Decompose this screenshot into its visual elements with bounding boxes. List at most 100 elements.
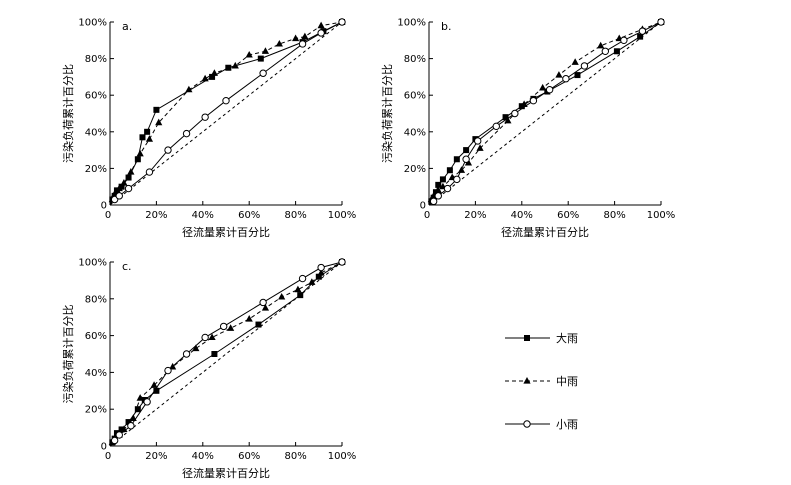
data-point-light — [182, 350, 191, 358]
reference-line — [109, 261, 343, 447]
data-point-moderate — [317, 21, 325, 29]
y-tick-label: 0 — [420, 201, 426, 212]
y-tick-label: 20% — [85, 405, 107, 416]
chart-panel-b: 0 20% 40% 60% 80% 100% 0 20% 40% 60% 80% 100% 径流量累计百… — [380, 18, 675, 240]
data-point-light — [115, 431, 123, 439]
data-point-moderate — [245, 50, 253, 58]
data-point-light — [201, 333, 209, 342]
series-line-moderate — [109, 21, 343, 206]
data-point-moderate — [464, 158, 473, 166]
data-point-moderate — [150, 381, 158, 388]
data-point-light — [259, 69, 267, 77]
y-tick-label: 100% — [78, 258, 107, 269]
data-point-light — [298, 40, 307, 48]
data-point-light — [110, 436, 119, 445]
data-point-light — [443, 184, 452, 193]
data-point-heavy — [118, 426, 125, 433]
y-tick-label: 40% — [85, 368, 107, 379]
y-tick-label: 60% — [404, 91, 426, 102]
x-tick-label: 60% — [238, 451, 260, 462]
data-point-heavy — [574, 72, 581, 79]
data-point-heavy — [315, 273, 322, 280]
x-tick-label: 40% — [192, 451, 214, 462]
data-point-light — [462, 155, 470, 163]
x-tick-label: 100% — [647, 210, 676, 221]
chart-panel-a: 0 20% 40% 60% 80% 100% 0 20% 40% 60% 80% 100% 径流量累计百… — [61, 18, 356, 240]
data-point-light — [143, 398, 151, 406]
data-point-moderate — [261, 47, 270, 54]
data-point-light — [317, 263, 325, 272]
y-tick-label: 0 — [101, 201, 107, 212]
data-point-moderate — [476, 144, 484, 151]
x-tick-label: 20% — [145, 210, 167, 221]
panel-label: b. — [441, 20, 451, 33]
data-point-light — [545, 86, 554, 94]
legend-marker-moderate — [523, 377, 531, 384]
legend-marker-heavy — [524, 335, 530, 341]
y-axis-label: 污染负荷累计百分比 — [61, 64, 75, 163]
data-point-heavy — [297, 292, 304, 299]
data-point-moderate — [208, 333, 216, 341]
x-axis-label: 径流量累计百分比 — [182, 466, 270, 480]
x-axis-label: 径流量累计百分比 — [182, 225, 270, 239]
data-point-moderate — [115, 184, 123, 192]
data-point-light — [529, 96, 538, 105]
y-tick-label: 80% — [404, 54, 426, 65]
data-point-moderate — [301, 32, 309, 40]
x-tick-label: 60% — [238, 210, 260, 221]
y-tick-label: 20% — [85, 164, 107, 175]
data-point-light — [562, 75, 570, 83]
data-point-moderate — [129, 414, 137, 421]
data-point-heavy — [209, 73, 216, 80]
data-point-heavy — [257, 55, 264, 62]
data-point-heavy — [502, 114, 509, 121]
legend-label-heavy: 大雨 — [556, 331, 578, 345]
data-point-light — [434, 192, 442, 200]
reference-line — [428, 21, 662, 206]
data-point-light — [620, 36, 628, 44]
data-point-light — [338, 18, 346, 26]
data-point-moderate — [539, 83, 547, 91]
data-point-heavy — [613, 48, 620, 55]
data-point-moderate — [136, 149, 144, 157]
data-point-moderate — [120, 179, 128, 186]
data-point-moderate — [278, 292, 286, 300]
data-point-heavy — [144, 128, 151, 135]
data-point-moderate — [227, 324, 235, 331]
y-tick-label: 20% — [404, 164, 426, 175]
data-point-heavy — [463, 147, 470, 154]
x-tick-label: 80% — [603, 210, 625, 221]
data-point-light — [453, 175, 461, 184]
data-point-moderate — [127, 168, 135, 175]
data-point-light — [580, 62, 589, 70]
data-point-heavy — [153, 106, 160, 113]
y-tick-label: 60% — [85, 331, 107, 342]
panel-label: c. — [122, 260, 132, 273]
data-point-light — [638, 27, 647, 35]
data-point-moderate — [245, 315, 253, 322]
data-point-light — [182, 129, 191, 138]
data-point-light — [124, 184, 133, 193]
data-point-moderate — [434, 186, 442, 193]
data-point-heavy — [439, 176, 446, 183]
data-point-light — [317, 29, 325, 37]
data-point-light — [601, 47, 610, 55]
data-point-light — [298, 274, 307, 283]
x-tick-label: 0 — [105, 451, 111, 462]
data-point-moderate — [261, 304, 270, 311]
data-point-moderate — [597, 41, 605, 49]
legend-label-light: 小雨 — [556, 418, 578, 431]
data-point-moderate — [292, 34, 300, 42]
x-tick-label: 100% — [328, 451, 357, 462]
data-point-light — [338, 258, 346, 266]
data-point-moderate — [571, 58, 579, 65]
x-tick-label: 100% — [328, 210, 357, 221]
y-tick-label: 80% — [85, 54, 107, 65]
y-tick-label: 60% — [85, 91, 107, 102]
chart-panel-c: 0 20% 40% 60% 80% 100% 0 20% 40% 60% 80% 100% 径流量累计百… — [61, 258, 356, 481]
data-point-light — [474, 137, 482, 145]
data-point-heavy — [435, 181, 442, 188]
data-point-light — [219, 322, 228, 331]
data-point-moderate — [145, 135, 154, 142]
data-point-moderate — [136, 394, 144, 401]
